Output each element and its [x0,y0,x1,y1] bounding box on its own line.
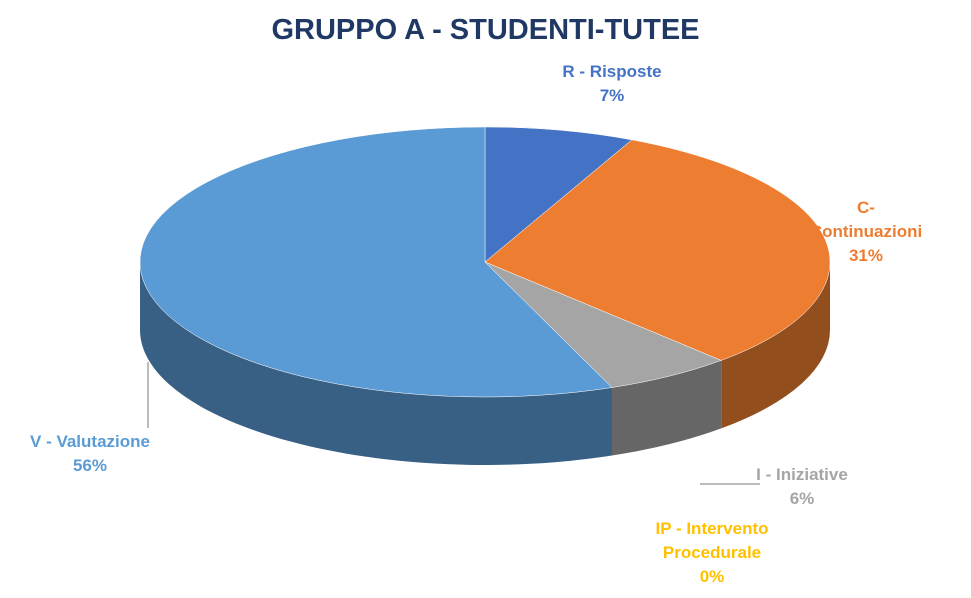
slice-side [140,262,613,466]
data-label: I - Iniziative 6% [756,463,848,511]
data-label: V - Valutazione 56% [30,430,150,478]
label-value: 7% [599,86,625,105]
chart-title: GRUPPO A - STUDENTI-TUTEE [271,14,700,46]
label-value: 0% [699,567,725,586]
label-name: IP - Intervento Procedurale [655,519,769,562]
label-name: V - Valutazione [30,432,150,451]
label-value: 6% [789,489,815,508]
data-label: IP - Intervento Procedurale 0% [637,517,787,589]
slice [484,126,633,263]
label-value: 56% [72,456,108,475]
label-name: R - Risposte [562,62,662,81]
data-label: R - Risposte 7% [562,60,661,108]
slice [484,261,722,388]
label-name: I - Iniziative [756,465,848,484]
slice [484,139,831,361]
slice [139,126,613,398]
label-name: C- Continuazioni [809,198,923,241]
slice-side [612,360,722,456]
label-value: 31% [848,246,884,265]
slice-side [721,262,830,429]
data-label: C- Continuazioni 31% [810,196,922,268]
